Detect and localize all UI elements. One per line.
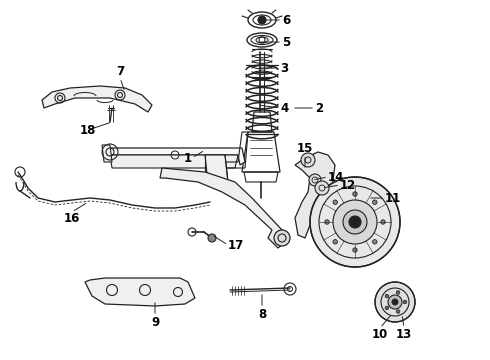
Circle shape bbox=[403, 300, 407, 304]
Circle shape bbox=[385, 294, 389, 298]
Circle shape bbox=[381, 220, 385, 224]
Circle shape bbox=[349, 216, 361, 228]
Text: 13: 13 bbox=[396, 328, 412, 341]
Circle shape bbox=[301, 153, 315, 167]
Circle shape bbox=[258, 16, 266, 24]
Text: 3: 3 bbox=[280, 62, 288, 75]
Circle shape bbox=[309, 174, 321, 186]
Circle shape bbox=[333, 200, 377, 244]
Text: 9: 9 bbox=[151, 316, 159, 329]
Polygon shape bbox=[102, 145, 112, 162]
Circle shape bbox=[396, 310, 400, 313]
Circle shape bbox=[388, 295, 402, 309]
Text: 8: 8 bbox=[258, 308, 266, 321]
Text: 17: 17 bbox=[228, 239, 244, 252]
Text: 11: 11 bbox=[385, 192, 401, 204]
Circle shape bbox=[375, 282, 415, 322]
Circle shape bbox=[392, 299, 398, 305]
Circle shape bbox=[353, 192, 357, 196]
Polygon shape bbox=[105, 148, 245, 165]
Circle shape bbox=[333, 240, 338, 244]
Polygon shape bbox=[85, 278, 195, 306]
Circle shape bbox=[315, 181, 329, 195]
Text: 15: 15 bbox=[297, 142, 313, 155]
Polygon shape bbox=[42, 86, 152, 112]
Text: 6: 6 bbox=[282, 14, 290, 27]
Text: 14: 14 bbox=[328, 171, 344, 184]
Circle shape bbox=[343, 210, 367, 234]
Polygon shape bbox=[160, 168, 288, 248]
Text: 5: 5 bbox=[282, 36, 290, 49]
Text: 16: 16 bbox=[64, 212, 80, 225]
Circle shape bbox=[325, 220, 329, 224]
Circle shape bbox=[385, 306, 389, 310]
Circle shape bbox=[396, 291, 400, 294]
Text: 18: 18 bbox=[80, 123, 96, 136]
Text: 2: 2 bbox=[315, 102, 323, 114]
Text: 7: 7 bbox=[116, 65, 124, 78]
Polygon shape bbox=[205, 155, 228, 182]
Text: 12: 12 bbox=[340, 179, 356, 192]
Circle shape bbox=[310, 177, 400, 267]
Circle shape bbox=[372, 200, 377, 204]
Text: 10: 10 bbox=[372, 328, 388, 341]
Text: 4: 4 bbox=[280, 102, 288, 114]
Polygon shape bbox=[295, 152, 335, 238]
Circle shape bbox=[372, 240, 377, 244]
Circle shape bbox=[333, 200, 338, 204]
Circle shape bbox=[208, 234, 216, 242]
Polygon shape bbox=[110, 155, 238, 168]
Circle shape bbox=[274, 230, 290, 246]
Text: 1: 1 bbox=[184, 152, 192, 165]
Circle shape bbox=[353, 248, 357, 252]
